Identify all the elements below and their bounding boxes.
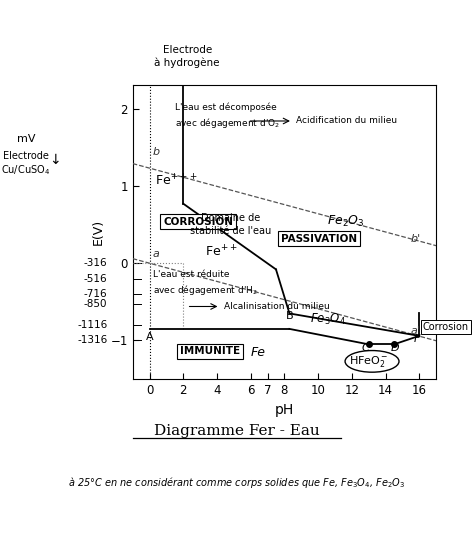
Text: C: C <box>362 342 370 352</box>
Text: IMMUNITE: IMMUNITE <box>180 347 240 356</box>
Text: -316: -316 <box>84 258 108 268</box>
Text: F: F <box>414 334 420 344</box>
Text: Electrode
à hydrogène: Electrode à hydrogène <box>155 45 220 68</box>
Text: Electrode
Cu/CuSO$_4$: Electrode Cu/CuSO$_4$ <box>1 151 51 177</box>
Text: PASSIVATION: PASSIVATION <box>281 233 357 244</box>
Text: -1116: -1116 <box>77 320 108 330</box>
Text: -1316: -1316 <box>77 335 108 345</box>
Text: A: A <box>146 332 154 342</box>
Text: -716: -716 <box>84 289 108 299</box>
Text: Fe$^{++}$: Fe$^{++}$ <box>205 244 237 259</box>
Text: Alcalinisation du milieu: Alcalinisation du milieu <box>224 302 329 311</box>
Text: à 25°C en ne considérant comme corps solides que Fe, Fe$_3$O$_4$, Fe$_2$O$_3$: à 25°C en ne considérant comme corps sol… <box>68 475 406 490</box>
Text: b: b <box>153 147 160 157</box>
X-axis label: pH: pH <box>275 403 294 417</box>
Text: a': a' <box>411 326 420 335</box>
Text: Fe: Fe <box>251 346 266 359</box>
Text: Acidification du milieu: Acidification du milieu <box>296 116 397 125</box>
Text: D: D <box>391 342 399 352</box>
Text: Diagramme Fer - Eau: Diagramme Fer - Eau <box>154 424 320 438</box>
Text: Domaine de
stabilité de l'eau: Domaine de stabilité de l'eau <box>190 213 271 236</box>
Text: L'eau est décomposée
avec dégagement d'O$_2$: L'eau est décomposée avec dégagement d'O… <box>175 102 280 130</box>
Text: CORROSION: CORROSION <box>163 217 233 226</box>
Text: B: B <box>286 311 294 321</box>
Y-axis label: E(V): E(V) <box>92 219 105 245</box>
Text: Corrosion: Corrosion <box>423 321 469 332</box>
Text: ↓: ↓ <box>49 153 60 167</box>
Text: b': b' <box>411 234 421 245</box>
Text: -850: -850 <box>84 300 108 310</box>
Text: a: a <box>153 249 160 259</box>
Text: mV: mV <box>17 134 36 144</box>
Text: Fe$^{+++}$: Fe$^{+++}$ <box>155 174 198 189</box>
Text: L'eau est réduite
avec dégagement d'H$_2$: L'eau est réduite avec dégagement d'H$_2… <box>153 270 258 296</box>
Text: Fe$_3$O$_4$: Fe$_3$O$_4$ <box>310 312 346 327</box>
Text: HFeO$_2^-$: HFeO$_2^-$ <box>349 354 389 368</box>
Text: -516: -516 <box>84 273 108 284</box>
Text: Fe$_2$O$_3$: Fe$_2$O$_3$ <box>327 214 365 229</box>
